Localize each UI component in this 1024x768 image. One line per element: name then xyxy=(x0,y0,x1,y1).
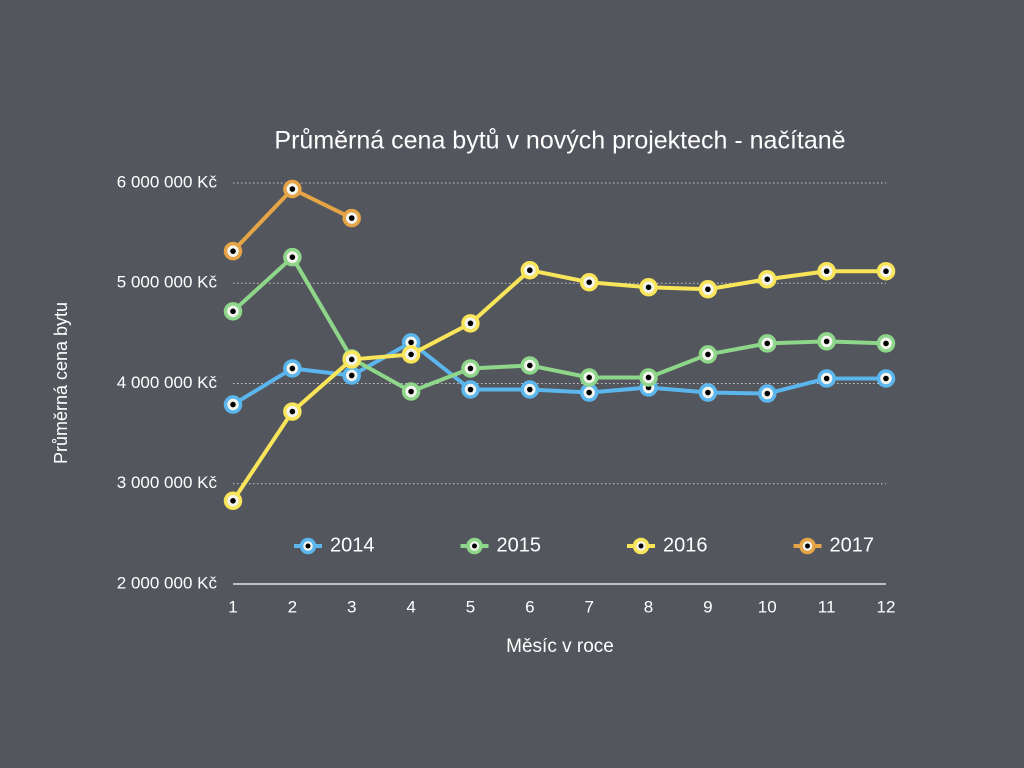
legend-label: 2017 xyxy=(830,534,875,556)
marker-dot xyxy=(408,388,414,395)
marker-dot xyxy=(289,365,296,372)
y-tick-label: 4 000 000 Kč xyxy=(117,373,218,392)
marker-dot xyxy=(348,372,355,379)
marker-dot xyxy=(586,279,592,286)
marker-dot xyxy=(467,320,474,327)
marker-dot xyxy=(764,390,771,397)
marker-dot xyxy=(586,374,592,381)
marker-dot xyxy=(230,308,236,315)
series-line xyxy=(231,268,886,502)
x-tick-label: 1 xyxy=(228,597,237,616)
marker-dot xyxy=(883,268,889,275)
legend-dot xyxy=(805,543,810,549)
marker-dot xyxy=(645,284,652,291)
y-tick-label: 6 000 000 Kč xyxy=(117,172,218,191)
marker-dot xyxy=(705,286,711,293)
x-tick-label: 5 xyxy=(466,597,475,616)
x-tick-label: 12 xyxy=(877,597,896,616)
marker-dot xyxy=(230,401,236,408)
marker-dot xyxy=(764,276,771,283)
x-tick-label: 10 xyxy=(758,597,777,616)
marker-dot xyxy=(883,375,889,382)
x-tick-label: 7 xyxy=(584,597,593,616)
marker-dot xyxy=(823,375,830,382)
y-axis-label: Průměrná cena bytu xyxy=(51,302,71,464)
marker-dot xyxy=(823,268,830,275)
y-tick-label: 3 000 000 Kč xyxy=(117,473,218,492)
x-tick-label: 4 xyxy=(406,597,415,616)
x-axis-label: Měsíc v roce xyxy=(506,636,614,657)
marker-dot xyxy=(527,362,533,369)
marker-dot xyxy=(705,389,711,396)
x-tick-label: 8 xyxy=(644,597,653,616)
marker-dot xyxy=(408,351,414,358)
marker-dot xyxy=(527,386,533,393)
x-tick-label: 3 xyxy=(347,597,356,616)
y-tick-label: 5 000 000 Kč xyxy=(117,273,218,292)
marker-dot xyxy=(289,254,296,260)
marker-dot xyxy=(348,356,355,363)
marker-dot xyxy=(823,338,830,345)
x-tick-label: 2 xyxy=(288,597,297,616)
y-tick-label: 2 000 000 Kč xyxy=(117,573,218,592)
legend-dot xyxy=(472,543,477,549)
marker-dot xyxy=(348,215,355,221)
legend-label: 2016 xyxy=(663,534,708,556)
marker-dot xyxy=(586,389,592,396)
x-tick-label: 9 xyxy=(703,597,712,616)
marker-dot xyxy=(645,374,652,381)
legend-label: 2015 xyxy=(497,534,542,556)
x-tick-label: 11 xyxy=(818,597,836,616)
legend-dot xyxy=(638,543,644,549)
series-line xyxy=(231,255,887,394)
marker-dot xyxy=(289,186,296,192)
marker-dot xyxy=(230,497,236,504)
marker-dot xyxy=(467,365,474,372)
marker-dot xyxy=(289,408,296,415)
marker-dot xyxy=(408,339,414,346)
legend-label: 2014 xyxy=(330,534,375,556)
marker-dot xyxy=(527,267,533,274)
chart-title: Průměrná cena bytů v nových projektech -… xyxy=(274,127,845,155)
marker-dot xyxy=(764,340,771,347)
legend-dot xyxy=(305,543,311,549)
series-line xyxy=(231,340,886,407)
marker-dot xyxy=(230,248,236,254)
marker-dot xyxy=(467,386,474,393)
x-tick-label: 6 xyxy=(525,597,534,616)
marker-dot xyxy=(883,340,889,347)
marker-dot xyxy=(705,351,711,358)
